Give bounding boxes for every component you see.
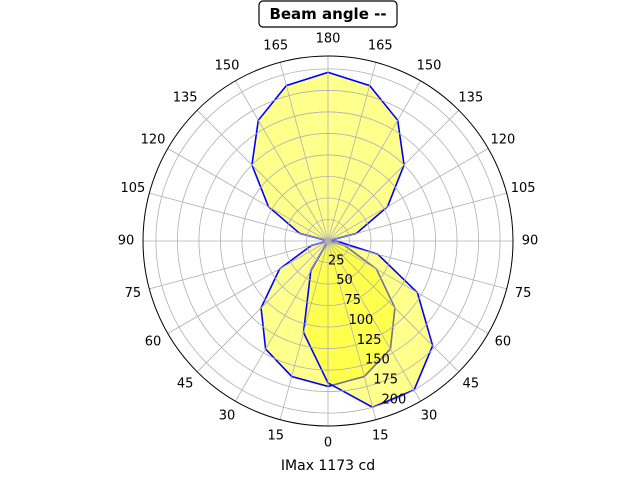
r-tick-label: 125: [357, 333, 382, 348]
grid-spoke: [167, 240, 329, 334]
r-tick-label: 175: [373, 373, 398, 388]
r-tick-label: 100: [349, 313, 374, 328]
grid-spoke: [196, 240, 329, 373]
theta-tick-label: 135: [173, 91, 198, 106]
theta-tick-label: 105: [120, 181, 145, 196]
grid-spoke: [279, 240, 329, 420]
theta-tick-label: 180: [316, 32, 341, 47]
theta-tick-label: 90: [522, 234, 539, 249]
chart-title: Beam angle --: [269, 5, 386, 23]
theta-tick-label: 15: [372, 429, 389, 444]
theta-tick-label: 120: [141, 133, 166, 148]
r-tick-label: 200: [381, 392, 406, 407]
theta-tick-label: 165: [263, 38, 288, 53]
grid-spoke: [149, 240, 329, 290]
grid-spoke: [196, 109, 329, 242]
theta-tick-label: 30: [421, 408, 438, 423]
theta-tick-label: 45: [463, 376, 480, 391]
theta-tick-label: 0: [324, 436, 332, 451]
theta-tick-label: 150: [417, 59, 442, 74]
theta-tick-label: 135: [458, 91, 483, 106]
grid-spoke: [327, 240, 507, 290]
grid-spoke: [167, 148, 329, 242]
grid-spoke: [149, 192, 329, 242]
grid-spoke: [327, 240, 421, 402]
grid-spoke: [327, 109, 460, 242]
grid-spoke: [327, 148, 489, 242]
r-tick-label: 75: [344, 293, 361, 308]
theta-tick-label: 75: [125, 286, 142, 301]
theta-tick-label: 45: [177, 376, 194, 391]
polar-frame: [142, 55, 514, 427]
r-tick-label: 50: [336, 273, 353, 288]
theta-tick-label: 15: [267, 429, 284, 444]
theta-tick-label: 120: [491, 133, 516, 148]
theta-tick-label: 75: [515, 286, 532, 301]
r-tick-label: 150: [365, 353, 390, 368]
grid-spoke: [327, 62, 377, 242]
theta-tick-label: 150: [215, 59, 240, 74]
grid-spoke: [327, 240, 377, 420]
grid-spoke: [279, 62, 329, 242]
theta-tick-label: 30: [219, 408, 236, 423]
title-box: [258, 0, 398, 28]
r-tick-label: 25: [328, 253, 345, 268]
theta-tick-label: 60: [495, 335, 512, 350]
grid-spoke: [327, 240, 460, 373]
grid-spoke: [327, 80, 421, 242]
grid-spoke: [235, 80, 329, 242]
grid-spoke: [327, 192, 507, 242]
theta-tick-label: 165: [368, 38, 393, 53]
theta-tick-label: 90: [118, 234, 135, 249]
theta-tick-label: 105: [511, 181, 536, 196]
x-axis-label: IMax 1173 cd: [281, 458, 375, 474]
grid-spoke: [235, 240, 329, 402]
grid-spoke: [327, 240, 489, 334]
theta-tick-label: 60: [145, 335, 162, 350]
